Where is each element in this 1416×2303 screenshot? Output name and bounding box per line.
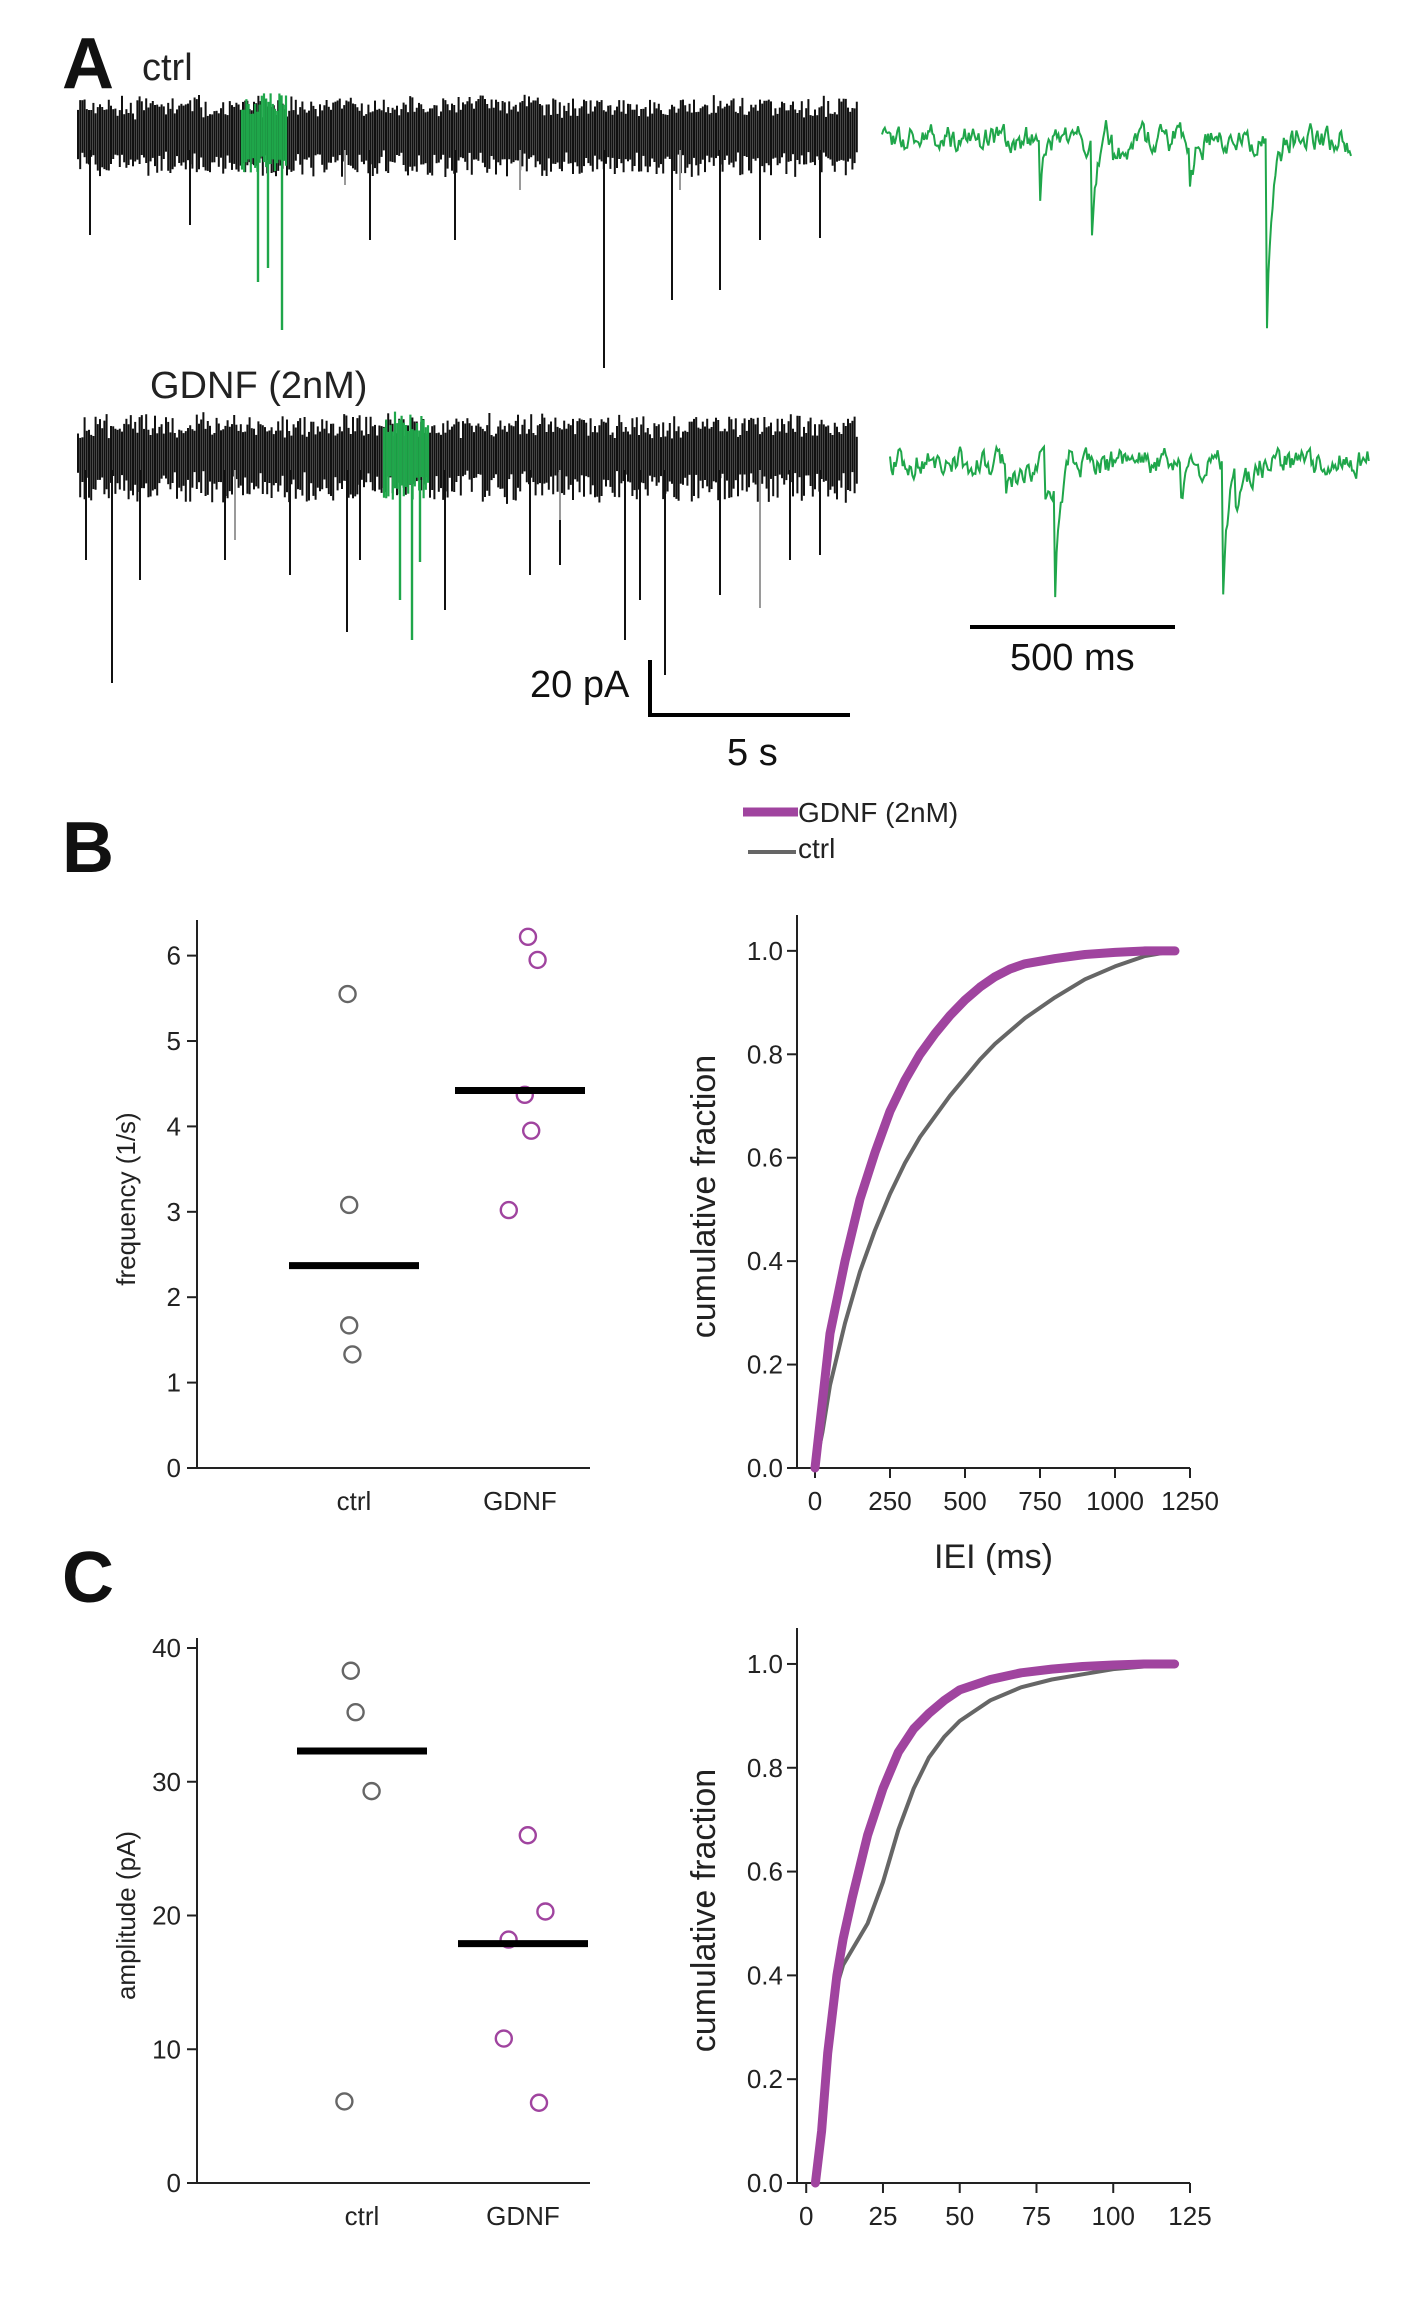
x-tick-label: 250	[868, 1486, 911, 1516]
x-tick-label: 50	[945, 2201, 974, 2231]
legend-label-ctrl: ctrl	[798, 833, 835, 864]
x-tick-label: ctrl	[345, 2201, 380, 2231]
data-point-ctrl	[362, 1781, 381, 1801]
y-tick-label: 0	[167, 1453, 181, 1483]
x-tick-label: 1250	[1161, 1486, 1219, 1516]
y-axis-title: cumulative fraction	[685, 1055, 723, 1338]
scale-bar-short: 500 ms	[970, 625, 1175, 679]
data-point-ctrl	[340, 1316, 359, 1335]
y-tick-label: 5	[167, 1026, 181, 1056]
scale-label-amplitude: 20 pA	[530, 664, 630, 706]
series-line-ctrl	[813, 1662, 1177, 2185]
data-point-gdnf	[499, 1200, 518, 1220]
y-tick-label: 4	[167, 1111, 181, 1141]
x-tick-label: 0	[799, 2201, 813, 2231]
y-tick-label: 40	[152, 1633, 181, 1663]
y-tick-label: 0.8	[747, 1039, 783, 1069]
trace-gdnf-zoom	[889, 443, 1370, 598]
y-tick-label: 0.2	[747, 2064, 783, 2094]
y-tick-label: 0	[167, 2168, 181, 2198]
x-tick-label: 125	[1168, 2201, 1211, 2231]
x-tick-label: 1000	[1086, 1486, 1144, 1516]
data-point-gdnf	[536, 1902, 555, 1921]
y-tick-label: 0.8	[747, 1753, 783, 1783]
y-tick-label: 6	[167, 941, 181, 971]
y-tick-label: 20	[152, 1901, 181, 1931]
data-point-gdnf	[494, 2029, 513, 2048]
y-tick-label: 1	[167, 1368, 181, 1398]
amplitude-scatter-chart: 0 10 20 30 40 ctrl GDNF amplitude (pA)	[111, 1633, 590, 2231]
trace-label-ctrl: ctrl	[142, 47, 193, 89]
panel-letter-a: A	[62, 24, 114, 104]
y-tick-label: 3	[167, 1197, 181, 1227]
y-tick-label: 30	[152, 1767, 181, 1797]
panel-letter-b: B	[62, 808, 114, 888]
trace-ctrl-long	[77, 93, 858, 368]
x-tick-label: ctrl	[337, 1486, 372, 1516]
trace-gdnf-long	[77, 411, 858, 683]
y-tick-label: 0.0	[747, 1453, 783, 1483]
y-tick-label: 0.2	[747, 1350, 783, 1380]
data-point-ctrl	[338, 984, 357, 1004]
series-line-gdnf	[810, 1659, 1180, 2188]
x-tick-label: 500	[943, 1486, 986, 1516]
frequency-scatter-chart: 0 1 2 3 4 5 6 ctrl GDNF frequency (1/s)	[111, 920, 590, 1516]
data-point-gdnf	[518, 927, 538, 947]
series-line-gdnf	[810, 946, 1180, 1473]
y-axis-title: amplitude (pA)	[111, 1831, 141, 2000]
data-point-gdnf	[499, 1930, 518, 1949]
y-tick-label: 1.0	[747, 936, 783, 966]
y-tick-label: 0.0	[747, 2168, 783, 2198]
data-point-ctrl	[341, 1661, 360, 1680]
x-tick-label: 750	[1018, 1486, 1061, 1516]
scale-label-time-short: 500 ms	[1010, 637, 1135, 679]
data-point-gdnf	[518, 1826, 537, 1845]
y-tick-label: 0.6	[747, 1143, 783, 1173]
y-tick-label: 0.6	[747, 1857, 783, 1887]
x-tick-label: 100	[1092, 2201, 1135, 2231]
data-point-ctrl	[343, 1345, 362, 1364]
data-point-ctrl	[340, 1195, 359, 1215]
panel-letter-c: C	[62, 1538, 114, 1618]
scale-bar-long: 20 pA 5 s	[530, 660, 850, 774]
y-axis-title: frequency (1/s)	[111, 1112, 141, 1285]
y-tick-label: 1.0	[747, 1649, 783, 1679]
data-point-ctrl	[346, 1702, 365, 1722]
y-tick-label: 2	[167, 1282, 181, 1312]
y-axis-title: cumulative fraction	[685, 1769, 723, 2052]
trace-ctrl-zoom	[881, 119, 1352, 329]
x-tick-label: 25	[869, 2201, 898, 2231]
amplitude-cumulative-chart: 0.0 0.2 0.4 0.6 0.8 1.0 0 25 50 75 100 125 cumulativ…	[685, 1628, 1212, 2231]
data-point-ctrl	[335, 2092, 354, 2111]
y-tick-label: 10	[152, 2034, 181, 2064]
data-point-gdnf	[522, 1121, 541, 1140]
x-tick-label: 0	[808, 1486, 822, 1516]
data-point-gdnf	[529, 2093, 549, 2112]
data-point-gdnf	[515, 1085, 534, 1105]
x-tick-label: GDNF	[483, 1486, 557, 1516]
x-axis-title: IEI (ms)	[934, 1538, 1053, 1576]
x-tick-label: GDNF	[486, 2201, 560, 2231]
series-line-ctrl	[813, 948, 1177, 1470]
legend-label-gdnf: GDNF (2nM)	[798, 797, 958, 828]
y-tick-label: 0.4	[747, 1246, 783, 1276]
legend: GDNF (2nM) ctrl	[743, 797, 958, 864]
data-point-gdnf	[528, 950, 547, 970]
y-tick-label: 0.4	[747, 1960, 783, 1990]
iei-cumulative-chart: 0.0 0.2 0.4 0.6 0.8 1.0 0 250 500 750 1000 1250 cumu…	[685, 915, 1219, 1576]
scale-label-time-long: 5 s	[727, 732, 778, 774]
x-tick-label: 75	[1022, 2201, 1051, 2231]
trace-label-gdnf: GDNF (2nM)	[150, 365, 367, 407]
